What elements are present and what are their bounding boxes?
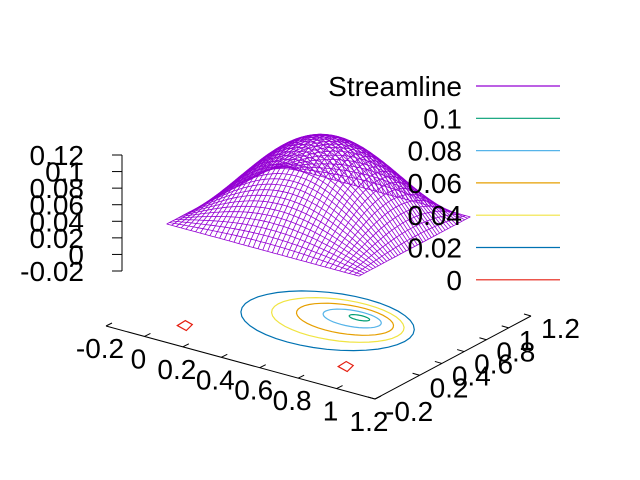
y-tick-mark <box>412 372 420 376</box>
contour-level-0.02 <box>240 290 415 352</box>
surface-mesh-line <box>209 147 322 236</box>
z-tick-label: 0.08 <box>30 173 85 204</box>
x-tick-label: -0.2 <box>76 333 124 364</box>
surface-mesh-line <box>329 193 442 269</box>
z-tick-label: 0.12 <box>30 140 85 171</box>
x-tick-mark <box>182 343 190 348</box>
y-tick-mark <box>457 349 465 353</box>
legend-label: 0.02 <box>408 233 463 264</box>
surface-mesh-line <box>243 134 356 246</box>
contour-zero-a <box>176 319 194 332</box>
y-tick-mark <box>523 313 532 317</box>
x-tick-mark <box>336 385 343 390</box>
z-tick-label: 0.04 <box>30 206 85 237</box>
surface-mesh-line <box>272 139 385 253</box>
surface-mesh-line <box>310 170 423 264</box>
streamline-surface-mesh <box>166 133 471 277</box>
surface-mesh-line <box>315 176 428 265</box>
surface-mesh-line <box>348 213 461 274</box>
z-tick-label: 0.06 <box>30 190 85 221</box>
y-tick-mark <box>501 325 509 329</box>
x-tick-mark <box>221 353 228 358</box>
legend-label: 0.04 <box>408 200 463 231</box>
surface-mesh-line <box>228 137 341 242</box>
y-tick-mark <box>367 396 376 400</box>
z-tick-label: 0.1 <box>45 157 84 188</box>
y-axis-ticks: -0.20.20.40.60.81 1.2 <box>367 313 580 427</box>
x-tick-label: 0.4 <box>196 364 235 395</box>
legend-label: Streamline <box>328 71 462 102</box>
x-tick-label: 1 <box>323 396 339 427</box>
surface-mesh-line <box>238 134 351 244</box>
surface-mesh-line <box>320 181 433 266</box>
x-tick-label: 0.2 <box>157 354 196 385</box>
legend-label: 0.1 <box>423 103 462 134</box>
y-tick-label: 1.2 <box>541 313 580 344</box>
x-tick-label: 0 <box>131 343 147 374</box>
y-tick-label: 1 <box>519 325 535 356</box>
x-tick-mark <box>259 364 266 369</box>
y-tick-label: 0.4 <box>452 360 491 391</box>
surface-mesh-line <box>233 135 346 243</box>
contour-lines <box>176 290 415 373</box>
z-tick-label: 0.02 <box>30 223 85 254</box>
x-tick-mark <box>297 374 305 379</box>
surface-mesh-line <box>358 216 471 277</box>
y-tick-mark <box>434 360 442 364</box>
surface-mesh-line <box>252 133 365 248</box>
contour-level-0.06 <box>295 302 395 336</box>
contour-level-0.08 <box>322 308 382 329</box>
surface-mesh-line <box>353 215 466 276</box>
contour-level-0.04 <box>270 296 405 343</box>
legend-label: 0 <box>446 265 462 296</box>
y-tick-label: -0.2 <box>385 396 433 427</box>
legend-label: 0.08 <box>408 136 463 167</box>
y-axis-line <box>374 315 532 400</box>
y-tick-label: 0.6 <box>474 349 513 380</box>
surface-mesh-line <box>291 151 404 259</box>
contour-zero-b <box>337 360 355 373</box>
x-tick-label: 0.6 <box>234 375 273 406</box>
surface-mesh-line <box>334 199 447 270</box>
surface-mesh-line <box>219 141 332 239</box>
contour-level-0.1 <box>348 314 371 322</box>
x-axis-line <box>105 325 376 400</box>
surface-mesh-line <box>248 133 361 247</box>
surface-mesh-line <box>166 164 279 225</box>
x-tick-label: 1.2 <box>350 406 389 437</box>
x-tick-mark <box>144 332 151 337</box>
surface-mesh-line <box>262 135 375 251</box>
z-tick-label: 0 <box>68 239 84 270</box>
x-axis-ticks: -0.2 0 0.2 0.4 0.6 0.8 1 1.2 <box>76 322 389 437</box>
surface-mesh-line <box>267 137 380 252</box>
surface-mesh-line <box>224 139 337 240</box>
surface-mesh-line <box>339 205 452 272</box>
x-tick-mark <box>105 322 113 327</box>
surface-mesh-line <box>344 210 457 273</box>
y-tick-label: 0.8 <box>496 337 535 368</box>
surface-mesh-line <box>281 144 394 256</box>
y-tick-mark <box>479 337 487 341</box>
z-tick-label: -0.02 <box>20 256 84 287</box>
z-axis: 0.120.10.080.060.040.020-0.02 <box>20 140 123 287</box>
legend-label: 0.06 <box>408 168 463 199</box>
x-tick-mark <box>374 395 382 400</box>
surface-mesh-line <box>324 187 438 268</box>
x-tick-label: 0.8 <box>273 385 312 416</box>
surface-mesh-line <box>185 164 298 230</box>
surface-mesh-line <box>204 150 317 235</box>
y-tick-label: 0.2 <box>430 372 469 403</box>
surface-mesh-line <box>214 144 327 238</box>
base-plane <box>105 315 532 400</box>
